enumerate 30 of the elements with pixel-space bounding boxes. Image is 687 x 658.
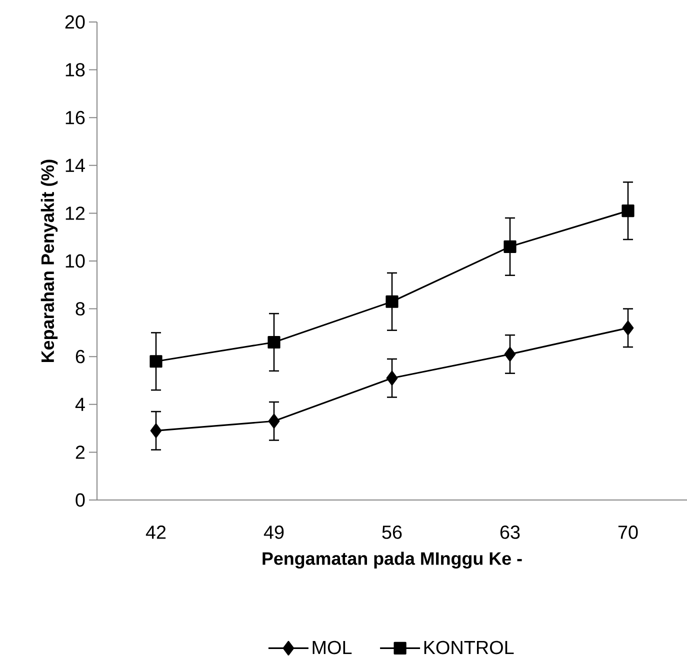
y-tick-label: 4 (75, 398, 85, 411)
legend-label: MOL (312, 640, 352, 654)
y-tick-label: 14 (66, 158, 85, 172)
y-tick-label: 8 (76, 302, 85, 316)
point (504, 240, 516, 253)
x-tick-label: 42 (146, 526, 166, 539)
x-tick-label: 70 (618, 526, 638, 539)
x-axis-title: Pengamatan pada MInggu Ke - (262, 552, 522, 569)
x-tick-label: 49 (264, 526, 284, 539)
y-axis-title: Keparahan Penyakit (%) (40, 160, 58, 362)
y-tick-label: 0 (76, 493, 85, 507)
y-tick-label: 2 (76, 446, 85, 459)
point (386, 370, 398, 386)
point (622, 320, 634, 336)
y-tick-label: 20 (65, 15, 85, 29)
x-tick-label: 56 (382, 526, 402, 539)
point (150, 423, 162, 438)
point (386, 295, 398, 308)
y-tick-label: 6 (76, 350, 85, 364)
y-tick-label: 16 (66, 110, 85, 124)
point (150, 355, 162, 368)
y-tick-label: 10 (66, 254, 85, 268)
point (268, 336, 280, 349)
y-tick-label: 18 (66, 63, 85, 76)
point (504, 346, 516, 362)
x-tick-label: 63 (500, 526, 520, 539)
legend-label: KONTROL (424, 640, 514, 654)
y-tick-label: 12 (66, 206, 85, 220)
point (622, 204, 634, 218)
point (268, 414, 280, 428)
